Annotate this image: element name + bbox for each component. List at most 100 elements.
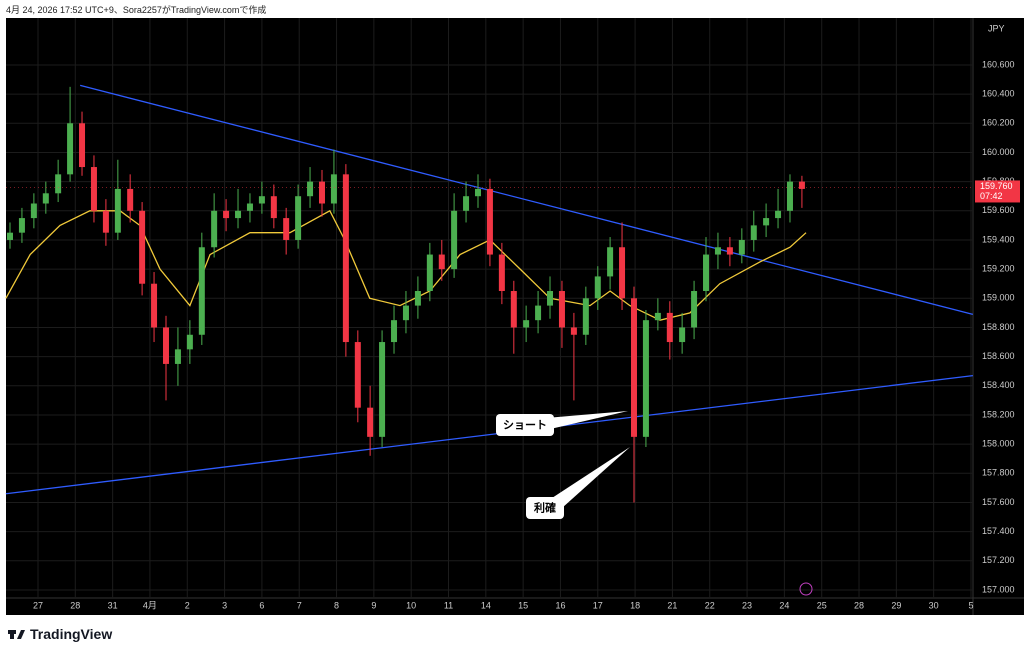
logo — [8, 630, 25, 639]
trendline — [79, 84, 974, 315]
candle-body — [750, 225, 757, 240]
y-tick-label: 158.400 — [982, 380, 1015, 390]
x-tick-label: 21 — [667, 600, 677, 610]
header: 4月 24, 2026 17:52 UTC+9、Sora2257がTrading… — [6, 5, 267, 15]
candle-body — [630, 298, 637, 437]
candle-body — [342, 174, 349, 343]
x-tick-label: 30 — [929, 600, 939, 610]
y-tick-label: 160.200 — [982, 118, 1015, 128]
candle-body — [570, 327, 577, 335]
candle-body — [30, 203, 37, 219]
candle-body — [703, 254, 710, 292]
candle-body — [270, 196, 277, 219]
x-tick-label: 31 — [108, 600, 118, 610]
candle-body — [258, 196, 265, 204]
callout: 利確 — [526, 447, 630, 519]
candle-body — [714, 247, 721, 255]
candle-body — [642, 320, 649, 437]
candle-body — [223, 210, 230, 219]
x-tick-label: 16 — [555, 600, 565, 610]
candle-body — [90, 167, 97, 211]
y-tick-label: 160.000 — [982, 147, 1015, 157]
x-tick-label: 15 — [518, 600, 528, 610]
x-tick-label: 27 — [33, 600, 43, 610]
candle-body — [654, 312, 661, 321]
candle-body — [379, 342, 386, 437]
candle-body — [151, 283, 158, 328]
candle-body — [162, 327, 169, 364]
y-tick-label: 157.600 — [982, 497, 1015, 507]
x-tick-label: 11 — [444, 600, 453, 610]
candle-body — [42, 193, 49, 204]
currency: JPY — [988, 23, 1005, 33]
y-tick-label: 159.400 — [982, 234, 1015, 244]
candle-body — [510, 291, 517, 328]
candle-body — [186, 334, 193, 350]
x-tick-label: 29 — [891, 600, 901, 610]
candle-body — [535, 305, 542, 321]
candle-body — [498, 254, 505, 292]
candle-body — [666, 312, 673, 343]
y-tick-label: 157.400 — [982, 526, 1015, 536]
candle-body — [486, 188, 493, 255]
candle-body — [679, 327, 686, 343]
callout: ショート — [496, 411, 628, 436]
x-tick-label: 28 — [854, 600, 864, 610]
candle-body — [174, 349, 181, 364]
candle-body — [523, 320, 530, 328]
price-tag — [975, 180, 1020, 203]
candle-body — [114, 188, 121, 233]
footer: TradingView — [30, 626, 113, 642]
candle-body — [726, 247, 733, 255]
candle-body — [798, 181, 805, 189]
x-tick-label: 24 — [779, 600, 789, 610]
candle-body — [318, 181, 325, 204]
y-tick-label: 158.000 — [982, 439, 1015, 449]
candle-body — [139, 210, 146, 284]
candle-body — [102, 210, 109, 233]
candle-body — [354, 342, 361, 408]
candle-body — [738, 239, 745, 255]
y-tick-label: 160.600 — [982, 59, 1015, 69]
y-tick-label: 159.000 — [982, 293, 1015, 303]
candle-body — [775, 210, 782, 219]
y-tick-label: 159.200 — [982, 264, 1015, 274]
candle-body — [18, 218, 25, 233]
countdown: 07:42 — [980, 191, 1003, 201]
x-tick-label: 18 — [630, 600, 640, 610]
y-tick-label: 159.600 — [982, 205, 1015, 215]
candle-body — [67, 123, 74, 175]
candle-body — [474, 188, 481, 197]
x-tick-label: 9 — [371, 600, 376, 610]
candle-body — [786, 181, 793, 211]
candle-body — [414, 291, 421, 306]
x-tick-label: 14 — [481, 600, 491, 610]
candle-body — [402, 305, 409, 321]
candle-body — [55, 174, 62, 194]
candle-body — [198, 247, 205, 335]
y-tick-label: 158.200 — [982, 409, 1015, 419]
candle-body — [391, 320, 398, 343]
candle-body — [6, 232, 13, 240]
icon — [799, 582, 813, 596]
x-tick-label: 23 — [742, 600, 752, 610]
y-tick-label: 157.000 — [982, 584, 1015, 594]
candle-body — [367, 407, 374, 437]
annotation: ショート — [503, 418, 547, 431]
x-tick-label: 25 — [817, 600, 827, 610]
candle-body — [594, 276, 601, 299]
candle-body — [463, 196, 470, 211]
candle-body — [307, 181, 314, 197]
y-tick-label: 157.800 — [982, 468, 1015, 478]
x-tick-label: 7 — [297, 600, 302, 610]
candle-body — [451, 210, 458, 270]
trendline — [5, 374, 973, 495]
candle-body — [607, 247, 614, 277]
x-tick-label: 5 — [968, 600, 973, 610]
x-tick-label: 28 — [70, 600, 80, 610]
y-tick-label: 158.800 — [982, 322, 1015, 332]
candle-body — [79, 123, 86, 168]
y-tick-label: 158.600 — [982, 351, 1015, 361]
